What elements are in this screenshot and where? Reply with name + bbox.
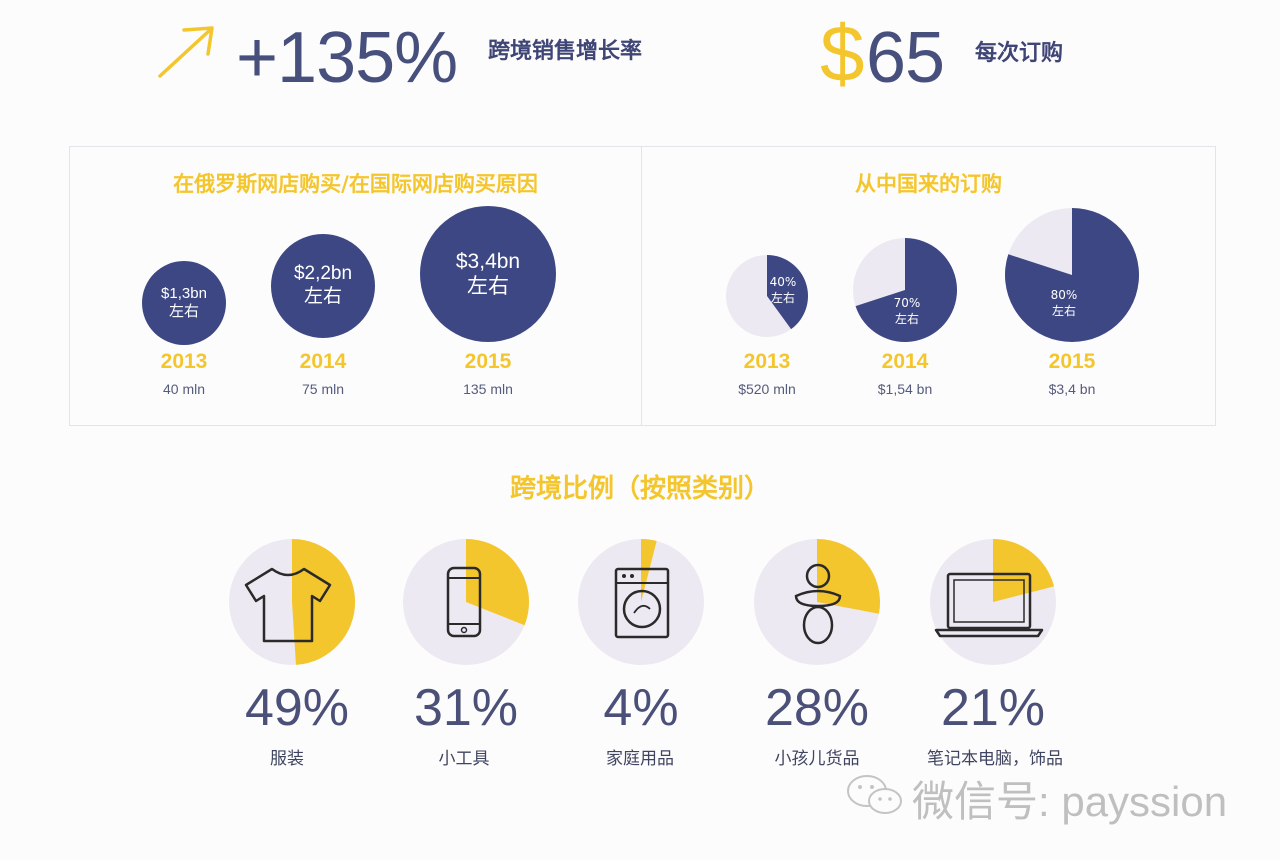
watermark-text: 微信号: payssion <box>912 778 1228 825</box>
china-orders-panel: 从中国来的订购 40% 左右 70% 左右 80% 左右 2013 2014 2… <box>641 146 1216 426</box>
wechat-icon <box>847 775 902 814</box>
order-label: 每次订购 <box>975 41 1064 66</box>
china-pie-2014-slice <box>855 238 958 342</box>
category-pie-2-slice <box>466 539 530 626</box>
tshirt-icon <box>244 567 332 643</box>
year-label: 2014 <box>881 350 929 373</box>
bubble-2013: $1,3bn 左右 <box>142 261 226 345</box>
washing-machine-icon <box>614 567 670 639</box>
category-name: 家庭用品 <box>606 749 674 769</box>
category-pies <box>229 538 1056 665</box>
pie-label: 40% 左右 <box>770 274 797 306</box>
arrow-up-right-icon <box>158 26 214 78</box>
growth-label: 跨境销售增长率 <box>488 39 643 64</box>
bubble-amount: $3,4bn <box>455 249 521 273</box>
bubble-amount: $2,2bn <box>293 263 353 285</box>
china-orders-pies <box>726 208 1140 342</box>
bubble-2014: $2,2bn 左右 <box>271 234 375 338</box>
pie-label: 70% 左右 <box>894 295 921 327</box>
order-volume: $1,54 bn <box>877 381 933 397</box>
china-pie-2013-slice <box>767 255 809 330</box>
smartphone-icon <box>446 566 482 638</box>
bubble-amount: $1,3bn <box>161 285 207 302</box>
category-name: 服装 <box>270 749 304 769</box>
buyers-count: 40 mln <box>162 381 206 397</box>
category-percent: 28% <box>764 679 870 737</box>
year-label: 2014 <box>299 350 347 373</box>
buyers-count: 135 mln <box>463 381 513 397</box>
panel-title: 从中国来的订购 <box>855 172 1002 196</box>
pie-pct: 70% <box>893 295 921 310</box>
year-label: 2013 <box>160 350 208 373</box>
category-pie-3-slice <box>641 539 657 602</box>
pacifier-icon <box>794 563 842 645</box>
category-name: 笔记本电脑，饰品 <box>927 749 1063 769</box>
year-label: 2013 <box>743 350 791 373</box>
pie-approx: 左右 <box>1051 304 1077 318</box>
category-name: 小孩儿货品 <box>774 749 860 769</box>
pie-pct: 40% <box>769 274 797 289</box>
category-pie-4-slice <box>817 539 880 614</box>
category-percent: 31% <box>413 679 519 737</box>
category-percent: 49% <box>244 679 350 737</box>
order-value: 65 <box>866 18 945 98</box>
pie-approx: 左右 <box>770 291 796 305</box>
growth-value: +135% <box>236 18 458 98</box>
year-label: 2015 <box>1048 350 1096 373</box>
buyers-count: 75 mln <box>301 381 345 397</box>
category-pie-5-slice <box>993 539 1055 602</box>
pie-label: 80% 左右 <box>1051 287 1078 319</box>
china-pie-2015-slice <box>1005 208 1140 342</box>
year-label: 2015 <box>464 350 512 373</box>
laptop-icon <box>934 572 1044 638</box>
category-percent: 4% <box>603 679 679 737</box>
category-percent: 21% <box>940 679 1046 737</box>
order-volume: $3,4 bn <box>1048 381 1096 397</box>
category-name: 小工具 <box>438 749 490 769</box>
order-volume: $520 mln <box>738 381 796 397</box>
bubble-2015: $3,4bn 左右 <box>420 206 556 342</box>
pie-approx: 左右 <box>894 312 920 326</box>
section-title: 跨境比例（按照类别） <box>509 474 770 504</box>
pie-pct: 80% <box>1050 287 1078 302</box>
bubble-approx: 左右 <box>168 303 199 320</box>
russia-purchases-panel: 在俄罗斯网店购买/在国际网店购买原因 $1,3bn 左右 $2,2bn 左右 $… <box>69 146 642 426</box>
panel-title: 在俄罗斯网店购买/在国际网店购买原因 <box>173 172 538 196</box>
bubble-approx: 左右 <box>303 286 342 307</box>
currency-sign: $ <box>820 9 865 98</box>
bubble-approx: 左右 <box>467 275 509 298</box>
